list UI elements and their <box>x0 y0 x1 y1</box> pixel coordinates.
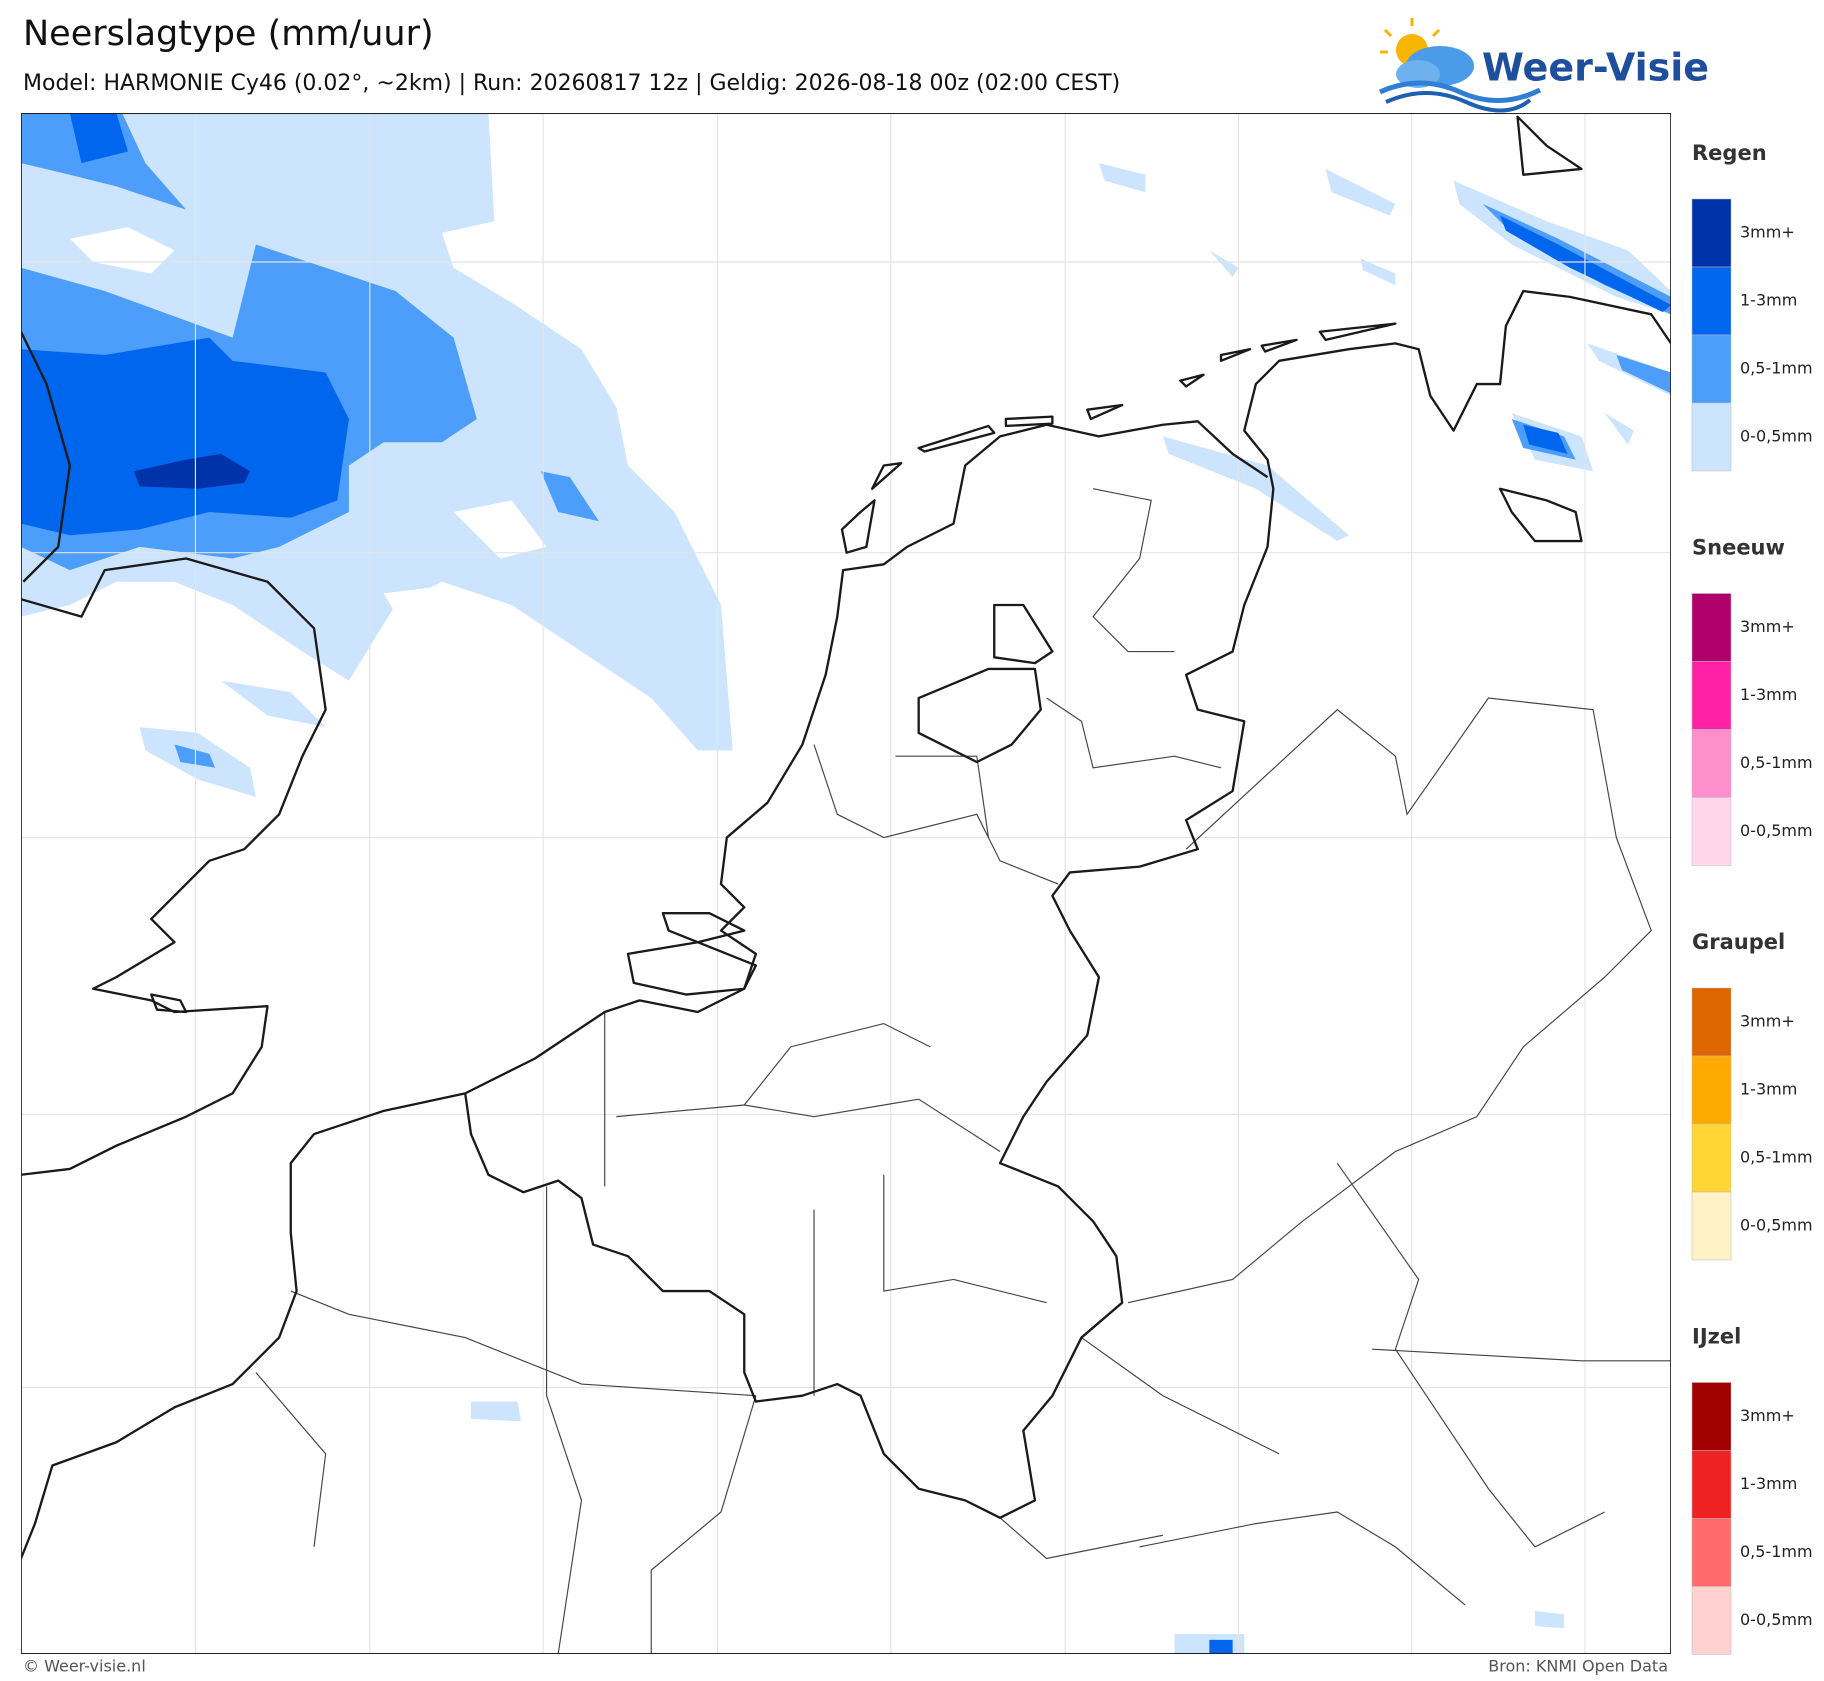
legend-label: 0,5-1mm <box>1740 1148 1813 1167</box>
legend-label: 0-0,5mm <box>1740 1610 1813 1629</box>
logo-text: Weer-Visie <box>1482 46 1709 90</box>
subtitle: Model: HARMONIE Cy46 (0.02°, ~2km) | Run… <box>23 71 1120 96</box>
legend-title: Regen <box>1692 141 1767 165</box>
legend-label: 0-0,5mm <box>1740 1216 1813 1235</box>
legend-label: 3mm+ <box>1740 617 1795 636</box>
legend-swatch <box>1691 661 1732 730</box>
legend-swatch <box>1691 729 1732 798</box>
legend-label: 0-0,5mm <box>1740 821 1813 840</box>
coastline <box>21 115 1671 1559</box>
borders <box>255 488 1671 1654</box>
legend-title: Graupel <box>1692 930 1785 954</box>
legend-label: 0,5-1mm <box>1740 359 1813 378</box>
legend-swatch <box>1691 1191 1732 1261</box>
legend-label: 3mm+ <box>1740 1012 1795 1031</box>
legend-label: 1-3mm <box>1740 291 1797 310</box>
footer-left: © Weer-visie.nl <box>23 1657 146 1676</box>
legend-swatch <box>1691 1518 1732 1587</box>
legend-swatch <box>1691 1382 1732 1451</box>
logo: Weer-Visie <box>1378 18 1709 113</box>
legend-swatch <box>1691 1450 1732 1519</box>
legend-label: 1-3mm <box>1740 1474 1797 1493</box>
legend-label: 1-3mm <box>1740 1080 1797 1099</box>
legend-swatch <box>1691 593 1732 662</box>
legend-swatch <box>1691 334 1732 404</box>
legend-swatch <box>1691 266 1732 336</box>
legend-label: 0-0,5mm <box>1740 427 1813 446</box>
legend-title: Sneeuw <box>1692 536 1785 560</box>
legend-swatch <box>1691 198 1732 268</box>
legend-swatch <box>1691 402 1732 472</box>
legend-swatch <box>1691 1055 1732 1125</box>
legend-label: 0,5-1mm <box>1740 1542 1813 1561</box>
legend-swatch <box>1691 987 1732 1057</box>
legend-label: 3mm+ <box>1740 223 1795 242</box>
legend-swatch <box>1691 1123 1732 1193</box>
legend-swatch <box>1691 1586 1732 1655</box>
legend-swatch <box>1691 797 1732 866</box>
legend-label: 3mm+ <box>1740 1406 1795 1425</box>
precipitation <box>21 113 1671 1654</box>
map <box>21 113 1671 1654</box>
footer-right: Bron: KNMI Open Data <box>1488 1657 1668 1676</box>
title: Neerslagtype (mm/uur) <box>23 14 434 54</box>
legend-label: 0,5-1mm <box>1740 753 1813 772</box>
legend-label: 1-3mm <box>1740 685 1797 704</box>
legend-title: IJzel <box>1692 1325 1741 1349</box>
legend: Regen 3mm+ 1-3mm 0,5-1mm 0-0,5mm Sneeuw 3mm+ 1-… <box>1691 141 1813 1655</box>
